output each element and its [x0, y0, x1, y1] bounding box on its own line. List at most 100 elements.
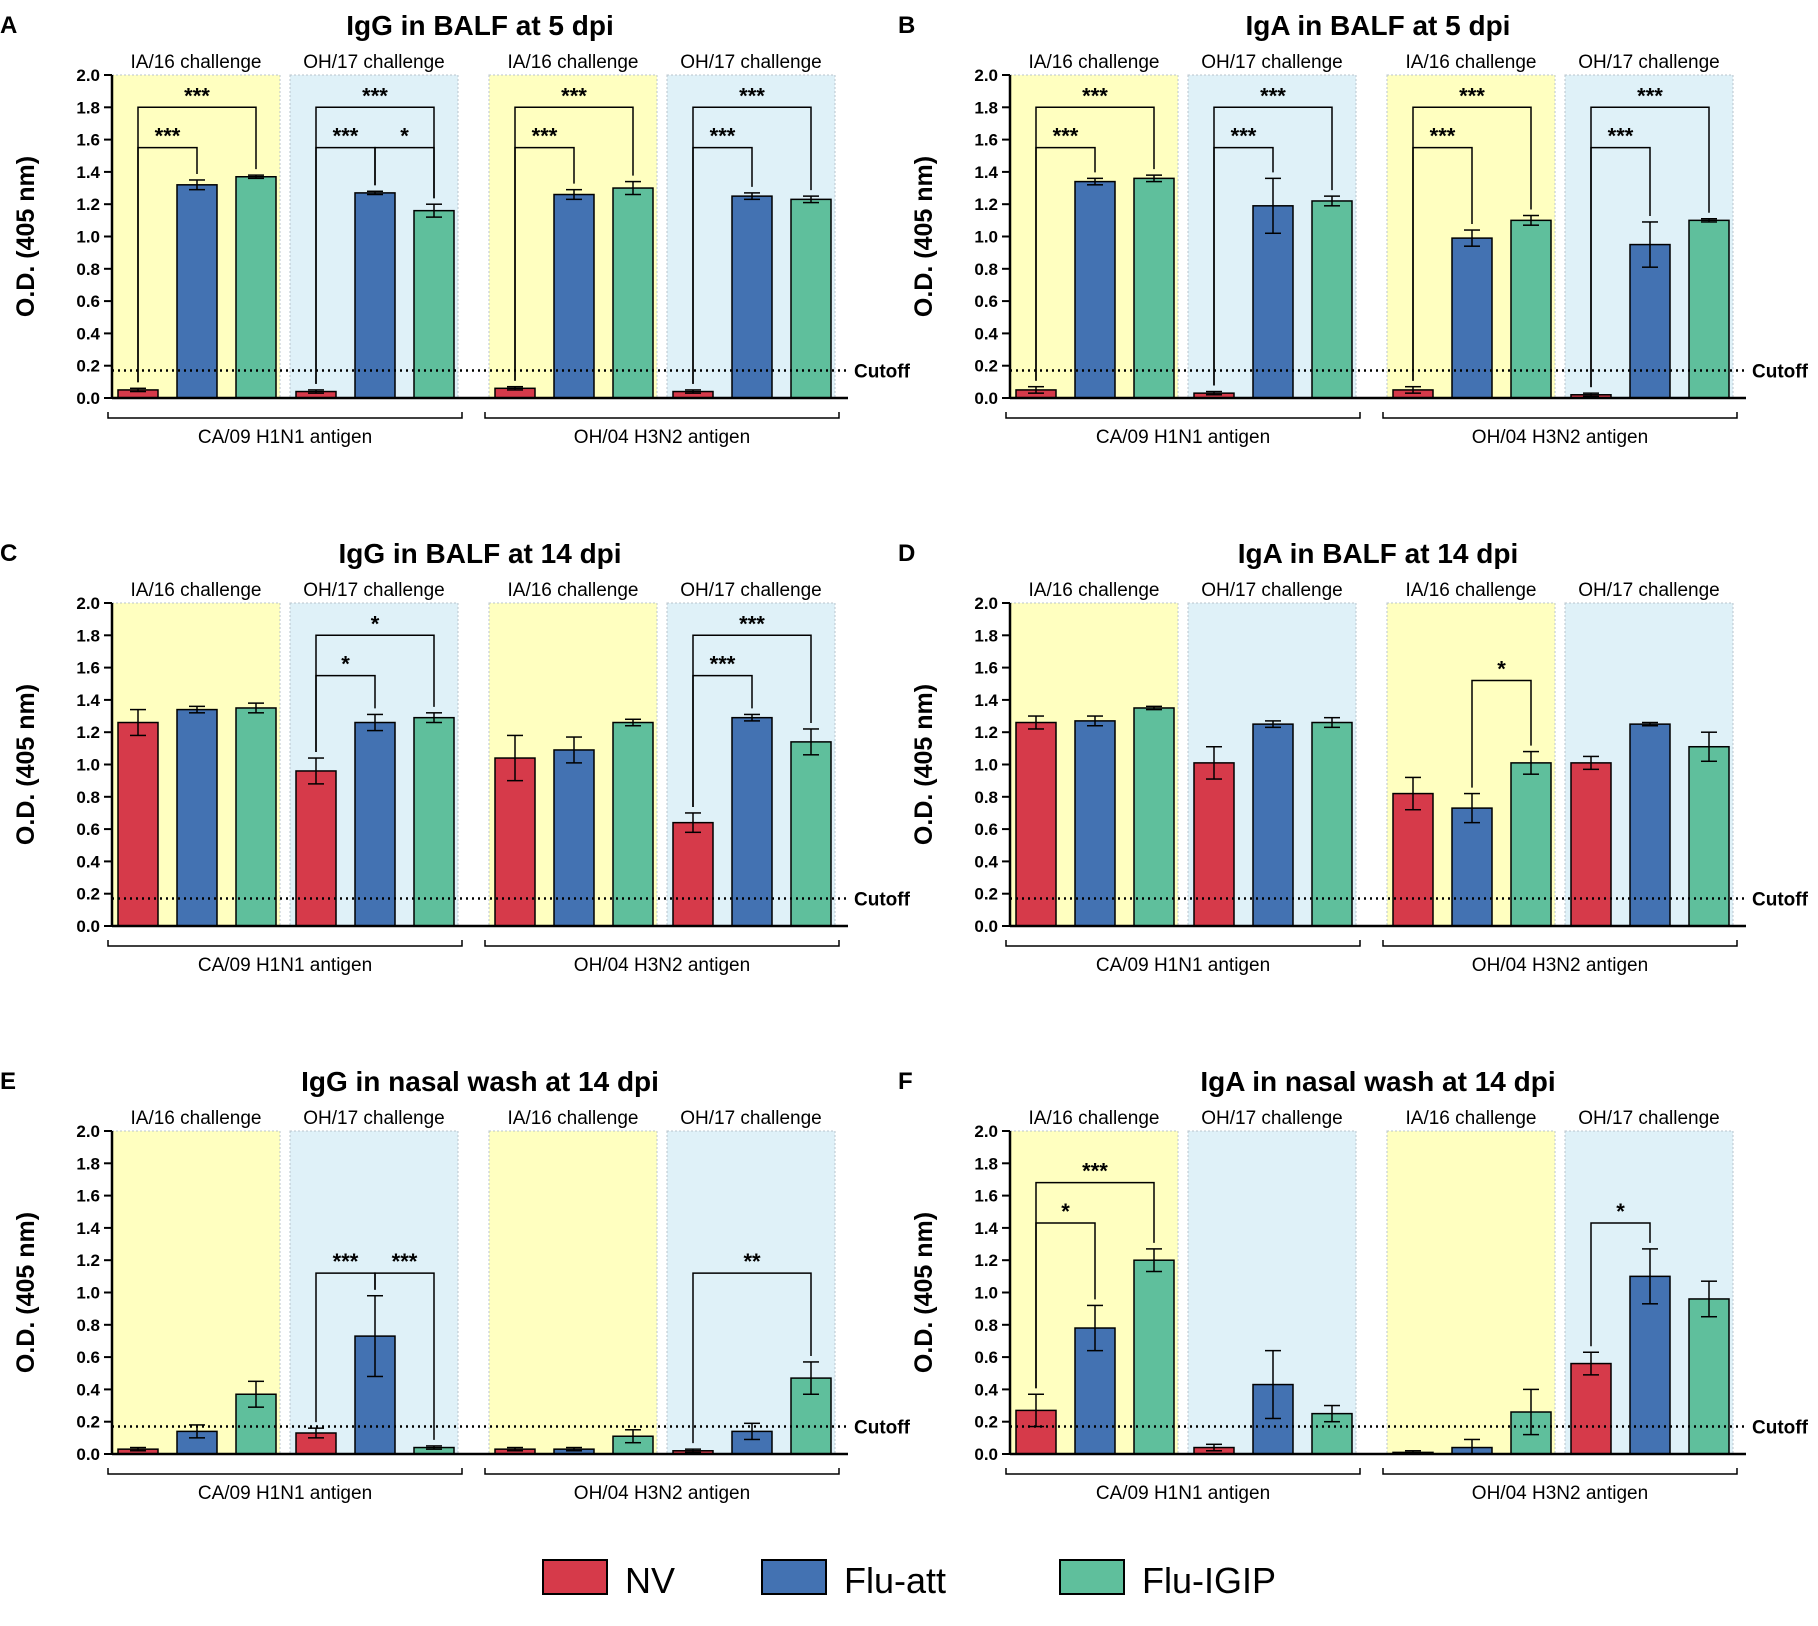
y-tick-label: 1.4: [974, 163, 998, 182]
y-tick-label: 0.8: [974, 260, 998, 279]
y-tick-label: 0.2: [76, 357, 100, 376]
y-tick-label: 2.0: [974, 66, 998, 85]
significance-label: *: [1497, 657, 1506, 682]
y-tick-label: 1.8: [76, 626, 100, 645]
antigen-label: CA/09 H1N1 antigen: [1096, 1483, 1270, 1504]
significance-label: *: [400, 124, 409, 149]
bar: [1252, 723, 1294, 927]
challenge-label: OH/17 challenge: [1578, 580, 1720, 601]
antigen-bracket: [107, 940, 463, 947]
y-tick-label: 1.4: [76, 691, 100, 710]
legend-swatch: [761, 1559, 827, 1595]
bar: [790, 198, 832, 399]
y-tick-label: 0.2: [76, 1413, 100, 1432]
y-tick-label: 0.6: [974, 292, 998, 311]
panel-letter: B: [898, 12, 915, 39]
bar: [790, 741, 832, 927]
antigen-label: OH/04 H3N2 antigen: [1472, 955, 1648, 976]
antigen-label: OH/04 H3N2 antigen: [1472, 1483, 1648, 1504]
antigen-bracket: [1005, 412, 1361, 419]
significance-label: ***: [1082, 1159, 1108, 1184]
y-tick-label: 0.0: [974, 917, 998, 936]
significance-bracket: [1471, 679, 1532, 788]
y-tick-label: 0.8: [974, 788, 998, 807]
y-tick-label: 0.0: [76, 917, 100, 936]
challenge-label: OH/17 challenge: [303, 52, 445, 73]
antigen-label: CA/09 H1N1 antigen: [198, 427, 372, 448]
significance-label: ***: [1637, 83, 1663, 108]
antigen-label: CA/09 H1N1 antigen: [1096, 427, 1270, 448]
y-tick-label: 0.2: [76, 885, 100, 904]
y-tick-label: 0.2: [974, 885, 998, 904]
bar: [235, 175, 277, 399]
antigen-bracket: [484, 1468, 840, 1475]
significance-label: *: [371, 611, 380, 636]
y-tick-label: 0.4: [76, 1380, 100, 1399]
y-tick-label: 0.0: [974, 1445, 998, 1464]
antigen-bracket: [1382, 1468, 1738, 1475]
panel-d: D IgA in BALF at 14 dpi IA/16 challenge OH/…: [898, 538, 1809, 976]
y-axis-label: O.D. (405 nm): [910, 684, 938, 845]
challenge-label: IA/16 challenge: [508, 52, 639, 73]
bar: [1451, 807, 1493, 927]
significance-label: ***: [1608, 124, 1634, 149]
significance-bracket: [514, 106, 634, 381]
significance-bracket: [374, 1272, 435, 1440]
antigen-bracket: [1005, 940, 1361, 947]
bar: [553, 749, 595, 927]
bar: [413, 716, 455, 927]
bar: [176, 184, 218, 399]
challenge-region: [488, 1130, 658, 1455]
challenge-label: OH/17 challenge: [1578, 52, 1720, 73]
bar: [1133, 1259, 1175, 1455]
challenge-label: IA/16 challenge: [1406, 580, 1537, 601]
significance-bracket: [1590, 1222, 1651, 1347]
y-tick-label: 1.6: [974, 131, 998, 150]
bar: [413, 209, 455, 399]
antigen-bracket: [484, 412, 840, 419]
cutoff-label: Cutoff: [1752, 362, 1809, 383]
challenge-label: OH/17 challenge: [1578, 1108, 1720, 1129]
bar: [612, 721, 654, 927]
y-tick-label: 0.6: [974, 1348, 998, 1367]
panel-title: IgA in BALF at 14 dpi: [1238, 538, 1519, 569]
significance-label: ***: [532, 124, 558, 149]
significance-bracket: [1412, 106, 1532, 381]
bar: [1015, 721, 1057, 927]
y-tick-label: 2.0: [974, 594, 998, 613]
y-tick-label: 0.2: [974, 1413, 998, 1432]
significance-bracket: [1035, 106, 1155, 381]
significance-bracket: [1590, 106, 1710, 388]
bar: [1629, 723, 1671, 927]
significance-label: ***: [184, 83, 210, 108]
bar: [1688, 745, 1730, 927]
y-tick-label: 1.8: [974, 626, 998, 645]
bar: [354, 721, 396, 927]
significance-label: *: [1061, 1199, 1070, 1224]
bar: [354, 192, 396, 399]
y-tick-label: 1.0: [974, 228, 998, 247]
y-tick-label: 1.6: [974, 659, 998, 678]
y-tick-label: 1.6: [974, 1187, 998, 1206]
y-tick-label: 1.2: [76, 1251, 100, 1270]
antigen-bracket: [1005, 1468, 1361, 1475]
significance-label: ***: [1231, 124, 1257, 149]
bar: [1570, 1362, 1612, 1455]
significance-label: *: [1616, 1199, 1625, 1224]
panel-e: E IgG in nasal wash at 14 dpi IA/16 challe…: [0, 1066, 911, 1504]
bar: [494, 757, 536, 927]
y-tick-label: 1.2: [974, 195, 998, 214]
antigen-bracket: [484, 940, 840, 947]
y-tick-label: 0.6: [76, 820, 100, 839]
y-tick-label: 1.0: [76, 1284, 100, 1303]
challenge-label: OH/17 challenge: [680, 580, 822, 601]
significance-label: ***: [1260, 83, 1286, 108]
y-tick-label: 0.6: [76, 292, 100, 311]
significance-label: *: [341, 652, 350, 677]
challenge-label: IA/16 challenge: [1029, 1108, 1160, 1129]
challenge-label: IA/16 challenge: [1029, 580, 1160, 601]
y-axis-label: O.D. (405 nm): [12, 156, 40, 317]
panel-letter: F: [898, 1068, 913, 1095]
significance-label: ***: [1430, 124, 1456, 149]
bar: [731, 716, 773, 927]
